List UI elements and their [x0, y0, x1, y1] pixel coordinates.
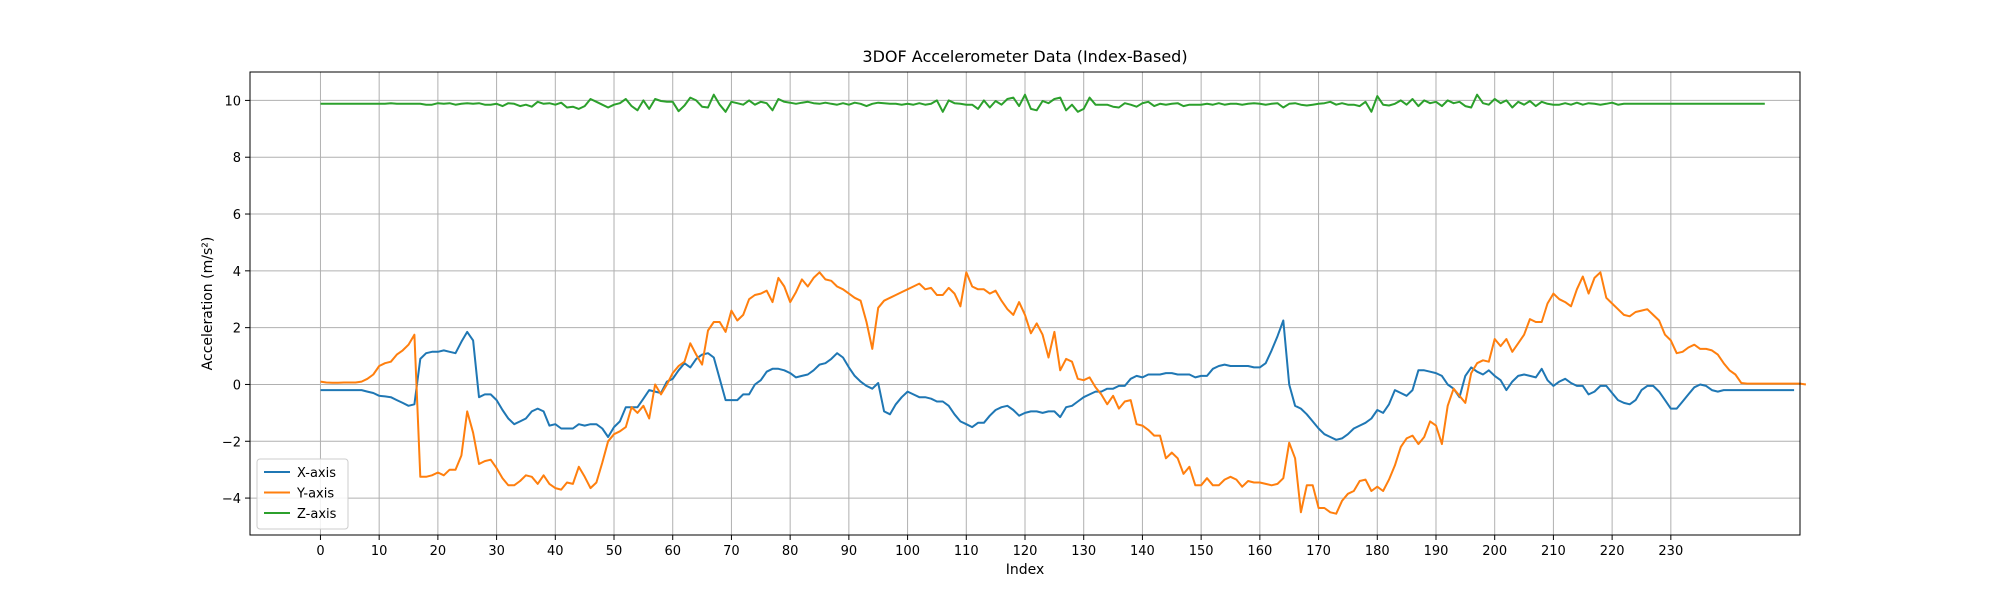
- x-tick-label: 100: [895, 544, 920, 559]
- y-axis-label: Acceleration (m/s²): [200, 237, 216, 371]
- x-tick-label: 40: [547, 544, 564, 559]
- y-tick-label: 2: [233, 322, 241, 337]
- legend-box: [256, 458, 349, 530]
- y-tick-label: 6: [233, 208, 241, 223]
- x-tick-label: 220: [1600, 544, 1625, 559]
- x-tick-label: 60: [664, 544, 681, 559]
- x-tick-label: 80: [782, 544, 799, 559]
- legend-label-x-axis: X-axis: [297, 466, 336, 481]
- y-tick-label: −2: [222, 435, 241, 450]
- x-tick-label: 170: [1306, 544, 1331, 559]
- x-axis-label: Index: [1006, 562, 1045, 578]
- x-tick-label: 230: [1658, 544, 1683, 559]
- x-tick-label: 20: [430, 544, 447, 559]
- series-line-x-axis: [320, 319, 1795, 441]
- x-tick-label: 200: [1482, 544, 1507, 559]
- x-tick-label: 10: [371, 544, 388, 559]
- x-tick-label: 120: [1013, 544, 1038, 559]
- series-lines: [320, 93, 1807, 515]
- legend-label-y-axis: Y-axis: [296, 487, 334, 502]
- y-tick-label: 0: [233, 378, 241, 393]
- legend-label-z-axis: Z-axis: [297, 507, 337, 522]
- x-tick-label: 130: [1071, 544, 1096, 559]
- x-tick-label: 150: [1189, 544, 1214, 559]
- x-tick-label: 210: [1541, 544, 1566, 559]
- y-axis-ticks: −4 −2 0 2 4 6 8 10: [222, 94, 250, 507]
- x-tick-label: 50: [606, 544, 623, 559]
- y-tick-label: 4: [233, 265, 241, 280]
- chart-title: 3DOF Accelerometer Data (Index-Based): [862, 47, 1187, 66]
- x-tick-label: 160: [1247, 544, 1272, 559]
- x-tick-label: 180: [1365, 544, 1390, 559]
- x-tick-label: 0: [316, 544, 324, 559]
- x-tick-label: 30: [488, 544, 505, 559]
- x-tick-label: 70: [723, 544, 740, 559]
- y-tick-label: 10: [224, 94, 241, 109]
- x-tick-label: 90: [841, 544, 858, 559]
- grid: [250, 72, 1800, 535]
- x-tick-label: 190: [1424, 544, 1449, 559]
- x-axis-ticks: 0 10 20 30 40 50 60 70 80 90 100 110 120 130 140 150 160…: [316, 535, 1683, 559]
- y-tick-label: −4: [222, 492, 241, 507]
- y-tick-label: 8: [233, 151, 241, 166]
- series-line-z-axis: [320, 93, 1765, 113]
- legend: X-axis Y-axis Z-axis: [256, 458, 349, 530]
- x-tick-label: 110: [954, 544, 979, 559]
- series-line-y-axis: [320, 271, 1807, 515]
- x-tick-label: 140: [1130, 544, 1155, 559]
